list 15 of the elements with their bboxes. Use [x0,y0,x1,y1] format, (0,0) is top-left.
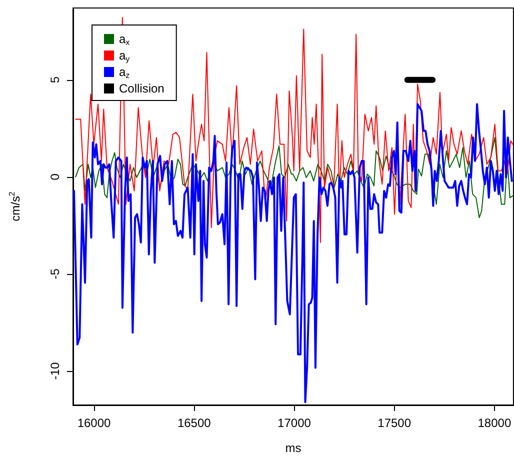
x-axis-title: ms [285,441,302,455]
y-tick-label: -5 [48,268,62,280]
y-tick-label: -10 [48,362,62,380]
line-series [73,103,513,404]
y-tick-label: 0 [48,173,62,180]
x-tick-label: 17500 [378,416,412,430]
x-tick-label: 16000 [77,416,112,430]
y-axis-title: cm/s2 [8,191,22,222]
line-series [75,136,514,218]
x-tick-label: 16500 [177,416,212,430]
x-tick-label: 18000 [478,416,512,430]
line-series [75,17,514,244]
x-tick-label: 17000 [278,416,312,430]
y-tick-label: 5 [48,76,62,84]
legend-label: Collision [119,82,164,96]
